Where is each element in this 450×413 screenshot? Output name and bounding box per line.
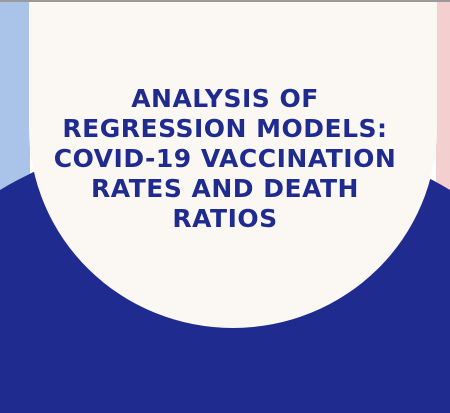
- cover-title: ANALYSIS OF REGRESSION MODELS: COVID-19 …: [53, 84, 397, 233]
- blue-background-base: [0, 330, 450, 413]
- title-panel: [29, 2, 437, 328]
- top-border-line: [0, 0, 450, 2]
